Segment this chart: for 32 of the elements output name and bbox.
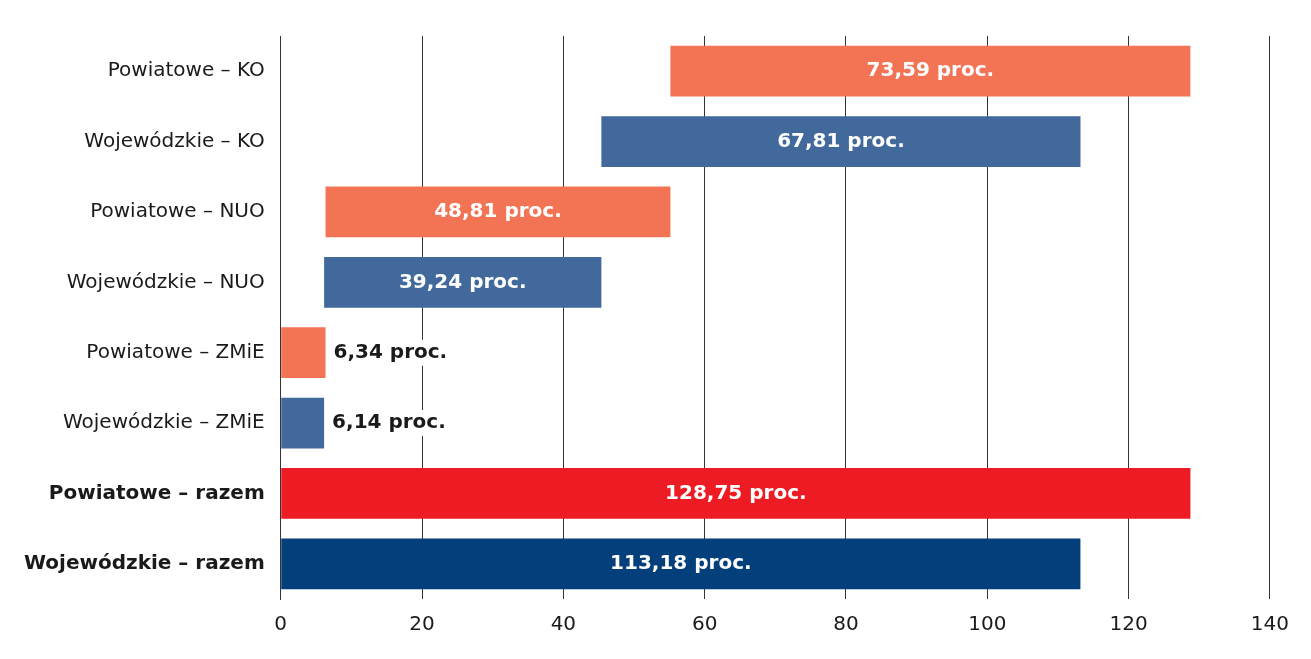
x-tick-label: 120 <box>1109 611 1148 636</box>
bar <box>325 186 671 238</box>
bar <box>324 256 602 308</box>
x-tick-label: 80 <box>833 611 859 636</box>
bar <box>281 538 1081 590</box>
bar <box>281 468 1191 519</box>
y-tick-label: Wojewódzkie – razem <box>24 550 265 575</box>
y-tick-label: Powiatowe – NUO <box>90 198 265 223</box>
x-tick-label: 40 <box>550 611 577 636</box>
y-tick-label: Wojewódzkie – NUO <box>66 268 265 293</box>
x-tick-label: 0 <box>274 611 288 636</box>
bar <box>281 327 326 379</box>
x-tick-label: 60 <box>691 611 718 636</box>
bar <box>670 45 1191 97</box>
x-tick-label: 20 <box>409 611 435 636</box>
x-tick-label: 140 <box>1250 611 1290 636</box>
y-tick-label: Powiatowe – razem <box>48 479 265 504</box>
y-tick-label: Wojewódzkie – ZMiE <box>62 409 265 434</box>
data-label: 6,14 proc. <box>332 409 446 434</box>
data-label: 6,34 proc. <box>333 338 448 363</box>
bar <box>601 116 1081 167</box>
data-label: 73,59 proc. <box>866 57 995 82</box>
y-tick-label: Powiatowe – ZMiE <box>86 338 265 363</box>
y-tick-label: Powiatowe – KO <box>107 57 265 82</box>
bar <box>281 397 325 449</box>
x-tick-label: 100 <box>968 611 1007 636</box>
data-label: 67,81 proc. <box>777 127 905 152</box>
data-label: 48,81 proc. <box>434 198 562 223</box>
data-label: 128,75 proc. <box>665 479 807 504</box>
y-tick-label: Wojewódzkie – KO <box>84 127 265 152</box>
data-label: 113,18 proc. <box>610 550 752 575</box>
data-label: 39,24 proc. <box>398 268 527 293</box>
